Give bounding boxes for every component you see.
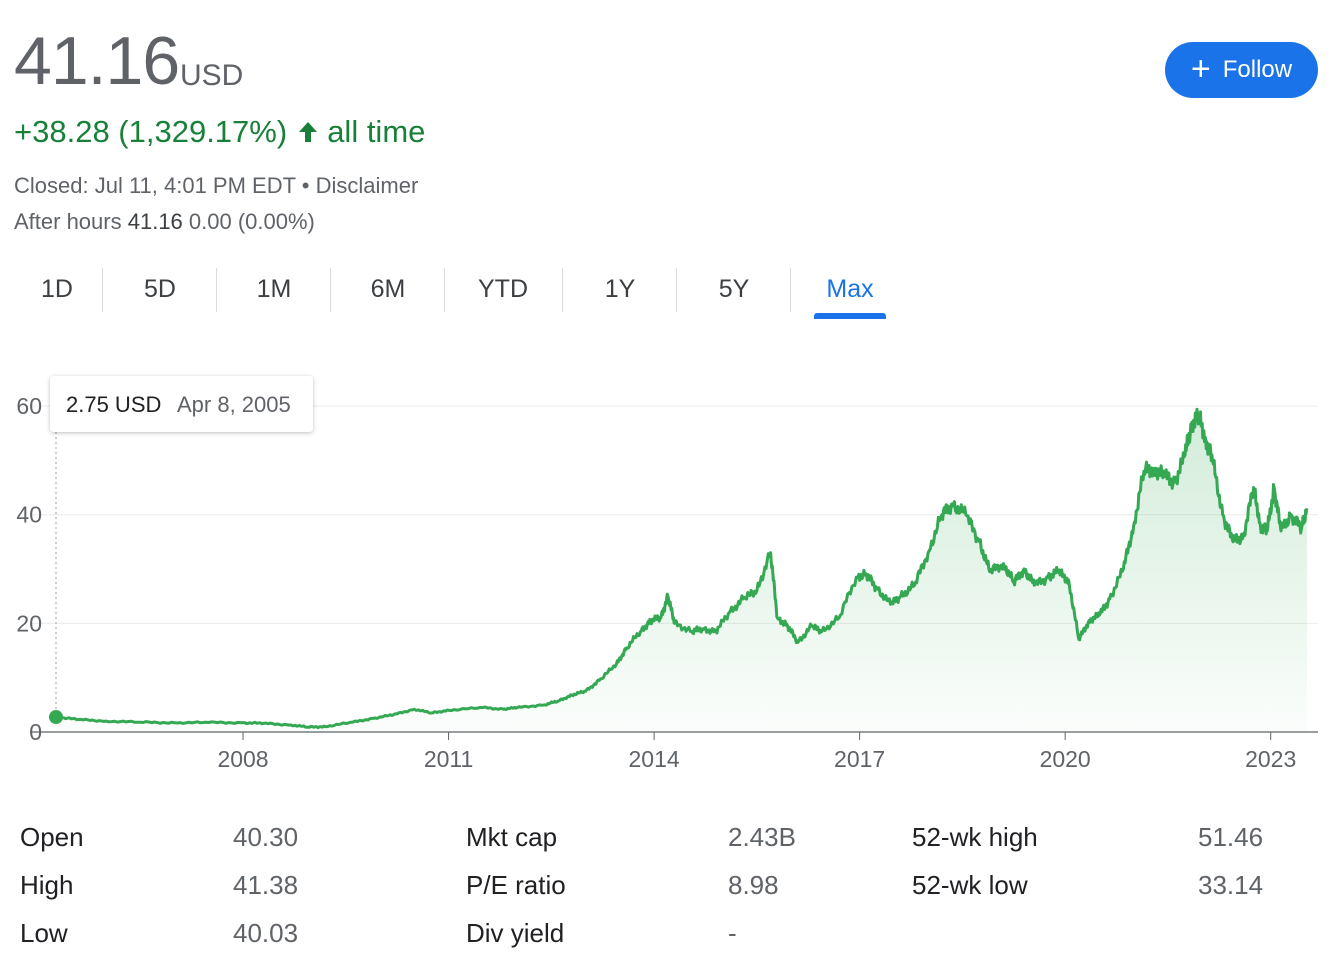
tab-6m[interactable]: 6M <box>370 275 406 303</box>
y-axis-labels: 0 20 40 60 <box>16 393 42 745</box>
tab-divider <box>330 268 331 312</box>
tab-ytd[interactable]: YTD <box>478 275 528 303</box>
hover-point <box>49 710 63 725</box>
tab-1y[interactable]: 1Y <box>604 275 636 303</box>
tab-1d[interactable]: 1D <box>41 275 73 303</box>
range-tabs: 1D 5D 1M 6M YTD 1Y 5Y Max <box>0 266 900 322</box>
stat-high-value: 41.38 <box>233 870 299 900</box>
stat-open-label: Open <box>20 822 84 852</box>
x-tick-label: 2011 <box>424 746 473 772</box>
tab-divider <box>676 268 677 312</box>
stat-52wk-high-label: 52-wk high <box>912 822 1038 852</box>
stat-low-value: 40.03 <box>233 918 299 948</box>
closed-time: Closed: Jul 11, 4:01 PM EDT <box>14 173 296 198</box>
tab-divider <box>102 268 103 312</box>
tab-divider <box>444 268 445 312</box>
active-tab-indicator <box>814 313 886 319</box>
tab-divider <box>790 268 791 312</box>
follow-button-label: Follow <box>1222 56 1293 83</box>
stat-52wk-high-value: 51.46 <box>1198 822 1264 852</box>
price-change: +38.28 (1,329.17%) all time <box>14 112 425 152</box>
x-tick-label: 2008 <box>217 746 268 772</box>
x-tick-label: 2014 <box>629 746 680 772</box>
stat-high-label: High <box>20 870 74 900</box>
tab-1m[interactable]: 1M <box>256 275 292 303</box>
stat-mktcap-label: Mkt cap <box>466 822 558 852</box>
follow-button[interactable]: + Follow <box>1165 42 1318 98</box>
currency-label: USD <box>180 59 244 92</box>
after-hours: After hours 41.16 0.00 (0.00%) <box>14 208 315 236</box>
tooltip-date: Apr 8, 2005 <box>177 392 291 417</box>
stat-pe-label: P/E ratio <box>466 870 566 900</box>
separator-dot: • <box>301 173 316 198</box>
market-status: Closed: Jul 11, 4:01 PM EDT • Disclaimer <box>14 172 418 200</box>
tab-5d[interactable]: 5D <box>144 275 176 303</box>
tooltip-value: 2.75 USD <box>66 392 161 417</box>
y-tick-label: 20 <box>16 610 42 636</box>
arrow-up-icon <box>297 112 319 152</box>
tab-divider <box>562 268 563 312</box>
price-chart[interactable]: 0 20 40 60 2008 2011 2014 2017 2020 2023 2.75 US… <box>0 360 1338 780</box>
after-hours-price: 41.16 <box>127 209 183 234</box>
after-hours-label: After hours <box>14 209 122 234</box>
key-stats: Open 40.30 High 41.38 Low 40.03 Mkt cap … <box>0 810 1338 960</box>
price-change-value: +38.28 (1,329.17%) <box>14 114 288 149</box>
x-tick-label: 2017 <box>834 746 885 772</box>
tooltip-box <box>50 376 313 432</box>
stat-open-value: 40.30 <box>233 822 299 852</box>
tab-divider <box>216 268 217 312</box>
tab-5y[interactable]: 5Y <box>718 275 750 303</box>
y-tick-label: 60 <box>16 393 42 419</box>
plus-icon: + <box>1190 49 1211 88</box>
tab-max[interactable]: Max <box>826 275 874 303</box>
price-line <box>55 407 1309 730</box>
stat-mktcap-value: 2.43B <box>728 822 796 852</box>
disclaimer-link[interactable]: Disclaimer <box>315 173 419 198</box>
after-hours-change: 0.00 (0.00%) <box>188 209 315 234</box>
stat-low-label: Low <box>20 918 68 948</box>
stat-pe-value: 8.98 <box>728 870 779 900</box>
stat-divyield-label: Div yield <box>466 918 565 948</box>
x-tick-label: 2023 <box>1245 746 1296 772</box>
x-axis-labels: 2008 2011 2014 2017 2020 2023 <box>217 732 1296 772</box>
y-tick-label: 40 <box>16 502 42 528</box>
y-tick-label: 0 <box>29 719 42 745</box>
price-change-period: all time <box>327 114 426 149</box>
stat-divyield-value: - <box>728 918 737 948</box>
stat-52wk-low-label: 52-wk low <box>912 870 1028 900</box>
stock-price: 41.16 <box>14 23 180 99</box>
tooltip <box>50 376 313 432</box>
price-area <box>56 409 1307 732</box>
x-tick-label: 2020 <box>1040 746 1091 772</box>
stat-52wk-low-value: 33.14 <box>1198 870 1264 900</box>
